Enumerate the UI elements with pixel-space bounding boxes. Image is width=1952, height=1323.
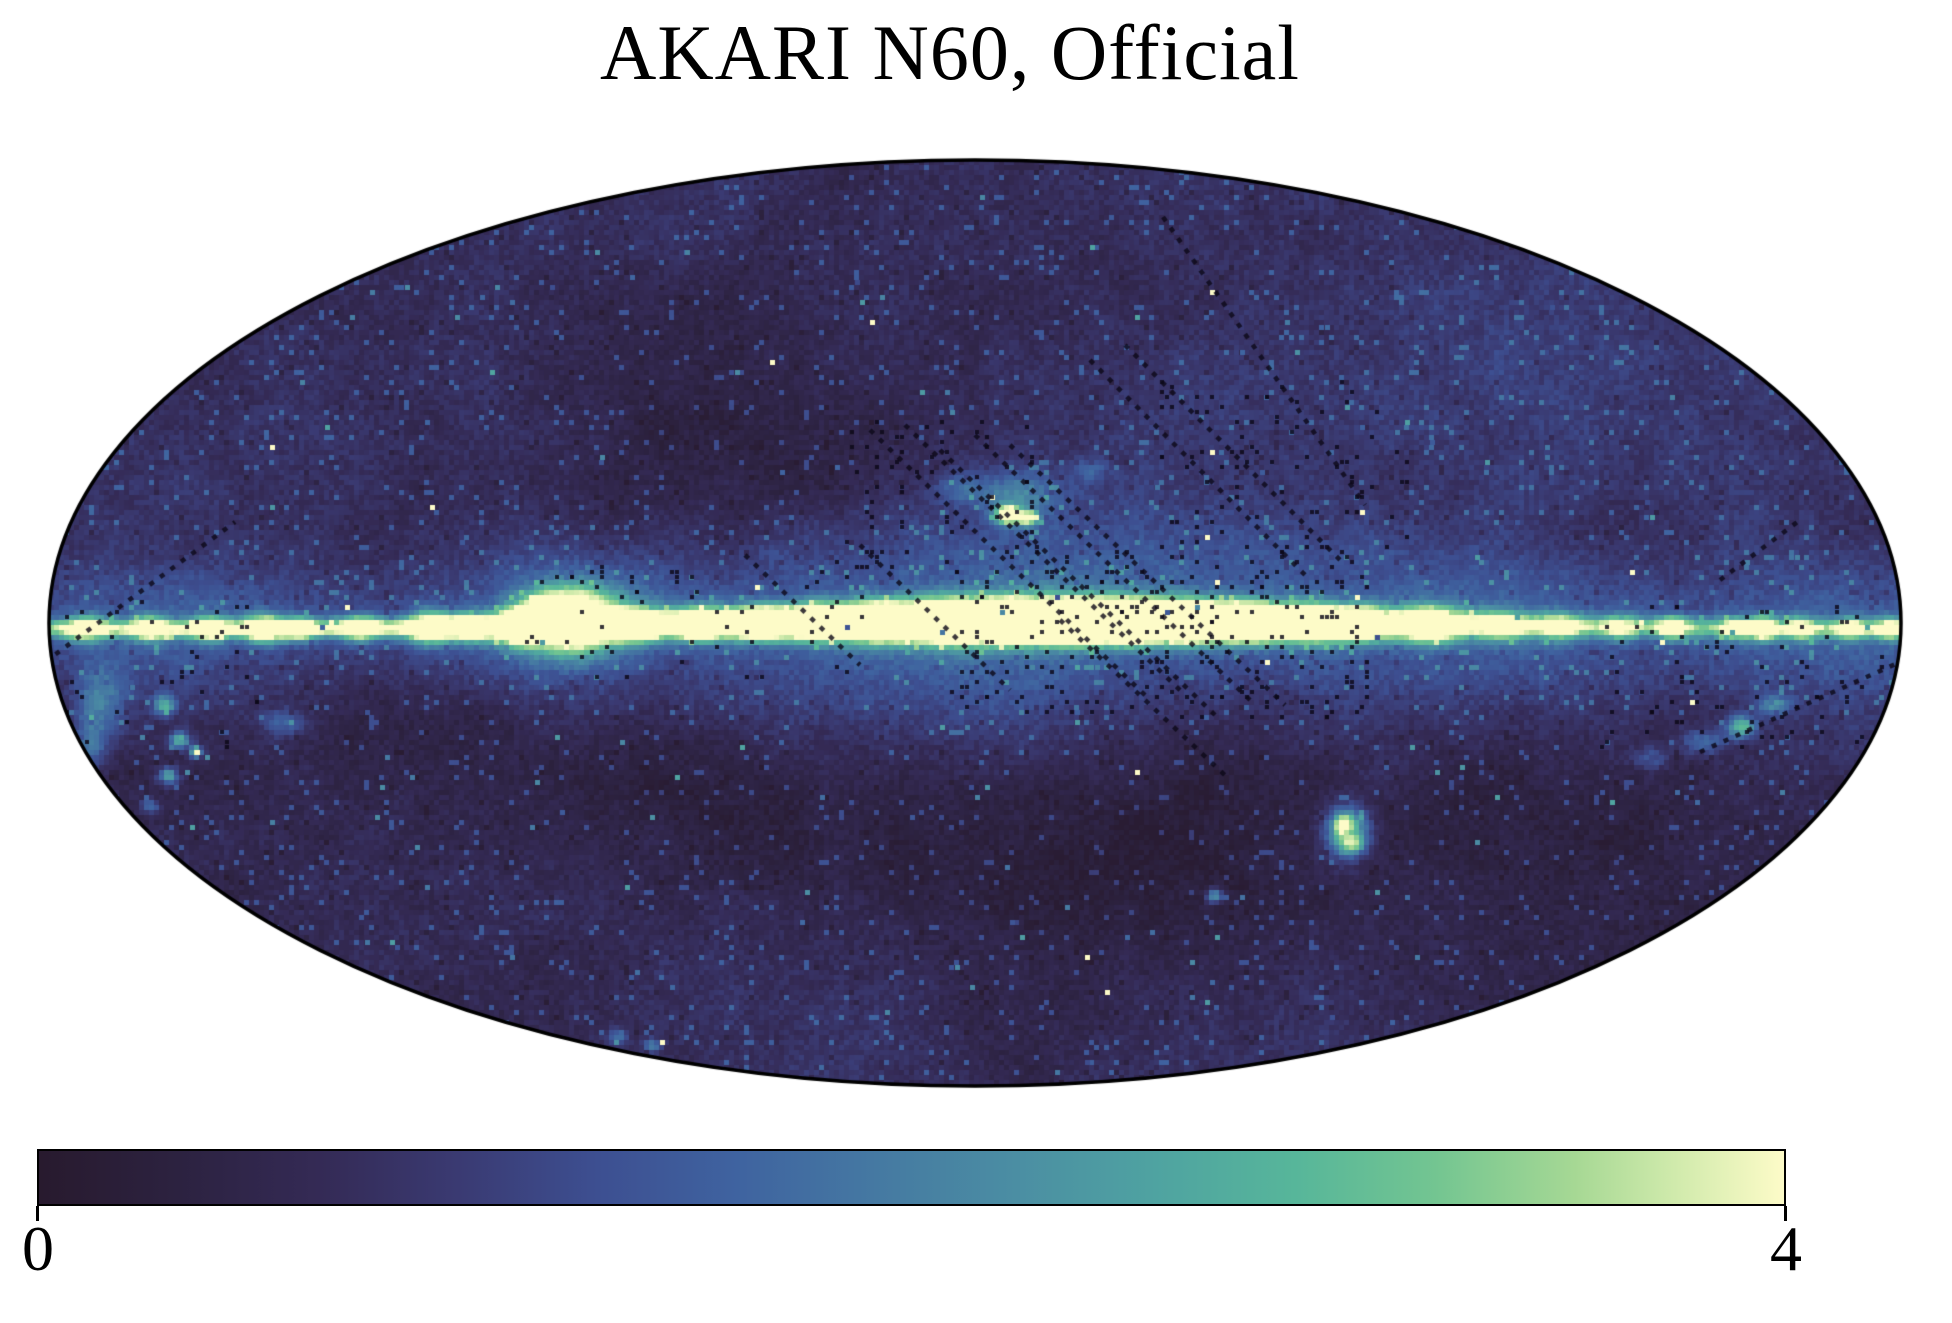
- colorbar-label-min: 0: [22, 1213, 54, 1284]
- colorbar-label-max: 4: [1770, 1213, 1802, 1284]
- colorbar-gradient: [39, 1151, 1784, 1204]
- allsky-mollweide-map: [0, 0, 1952, 1150]
- colorbar: [37, 1149, 1786, 1206]
- colorbar-tick-max: [1784, 1206, 1787, 1221]
- colorbar-tick-min: [36, 1206, 39, 1221]
